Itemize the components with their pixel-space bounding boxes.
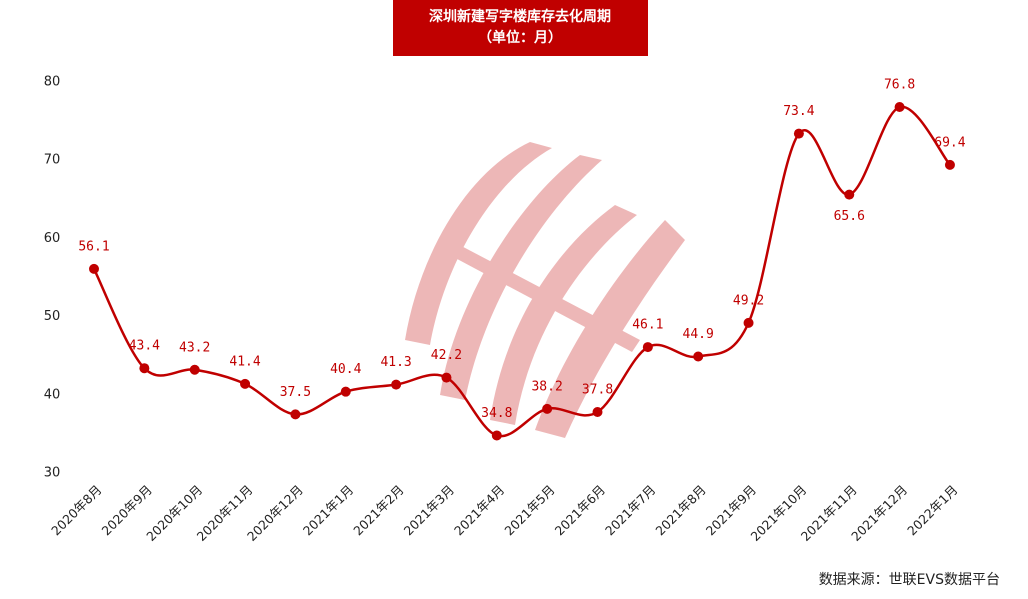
point: [290, 409, 301, 420]
chart-title: 深圳新建写字楼库存去化周期: [429, 8, 611, 25]
x-tick-label: 2021年4月: [451, 482, 507, 538]
value-label: 43.2: [179, 340, 210, 355]
y-tick-label: 30: [44, 466, 61, 481]
source-note: 数据来源：世联EVS数据平台: [819, 572, 1000, 588]
x-tick-label: 2021年5月: [501, 482, 557, 538]
value-label: 38.2: [531, 379, 562, 394]
x-tick-label: 2021年7月: [602, 482, 658, 538]
y-tick-label: 60: [44, 231, 61, 246]
point: [240, 378, 251, 389]
point: [844, 189, 855, 200]
point: [693, 351, 704, 362]
value-label: 43.4: [129, 339, 160, 354]
value-label: 44.9: [683, 327, 714, 342]
y-tick-label: 80: [44, 75, 61, 90]
x-tick-label: 2020年8月: [48, 482, 104, 538]
value-label: 56.1: [78, 239, 109, 254]
chart-subtitle: （单位：月）: [478, 29, 562, 46]
x-tick-label: 2021年8月: [652, 482, 708, 538]
y-tick-label: 70: [44, 153, 61, 168]
value-label: 42.2: [431, 348, 462, 363]
x-tick-label: 2021年6月: [552, 482, 608, 538]
value-label: 49.2: [733, 293, 764, 308]
value-label: 40.4: [330, 362, 361, 377]
point: [894, 102, 905, 113]
point: [542, 403, 553, 414]
value-label: 69.4: [934, 135, 965, 150]
value-label: 41.3: [380, 355, 411, 370]
point: [491, 430, 502, 441]
value-label: 37.5: [280, 385, 311, 400]
point: [391, 379, 402, 390]
value-label: 37.8: [582, 383, 613, 398]
point: [743, 317, 754, 328]
point: [139, 363, 150, 374]
point: [340, 386, 351, 397]
value-label: 65.6: [834, 209, 865, 224]
point: [642, 342, 653, 353]
value-label: 41.4: [229, 354, 260, 369]
point: [441, 372, 452, 383]
x-tick-label: 2022年1月: [904, 482, 960, 538]
title-box: [393, 0, 648, 56]
value-label: 34.8: [481, 406, 512, 421]
value-label: 46.1: [632, 318, 663, 333]
y-tick-label: 40: [44, 387, 61, 402]
x-tick-label: 2021年1月: [300, 482, 356, 538]
value-label: 73.4: [783, 104, 814, 119]
point: [89, 263, 99, 274]
point: [592, 407, 603, 418]
watermark: [405, 142, 685, 438]
point: [189, 364, 200, 375]
point: [944, 159, 955, 170]
point: [793, 128, 804, 139]
x-tick-label: 2021年2月: [350, 482, 406, 538]
value-label: 76.8: [884, 78, 915, 93]
y-tick-label: 50: [44, 309, 61, 324]
x-tick-label: 2021年3月: [401, 482, 457, 538]
